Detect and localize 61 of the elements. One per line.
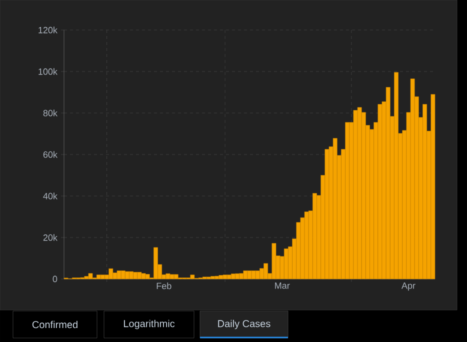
bar xyxy=(312,193,317,280)
text: Confirmed xyxy=(32,320,78,328)
bar xyxy=(345,122,350,280)
bar xyxy=(214,276,220,280)
bar xyxy=(422,104,427,280)
bar xyxy=(166,273,170,280)
x-tick-label: Apr xyxy=(402,282,416,291)
bar xyxy=(190,274,195,280)
bar xyxy=(272,243,276,280)
y-tick-label: 60k xyxy=(43,151,58,158)
bar xyxy=(332,138,338,280)
bar xyxy=(410,78,415,280)
text: Logarithmic xyxy=(124,320,175,330)
bar xyxy=(243,270,248,280)
bar xyxy=(235,273,240,280)
bar xyxy=(125,271,130,280)
bar xyxy=(251,270,256,280)
y-tick-label: 120k xyxy=(38,26,58,34)
bar xyxy=(324,149,330,280)
bar xyxy=(394,72,398,280)
bar xyxy=(378,104,382,280)
bar xyxy=(218,275,224,280)
bar xyxy=(174,274,178,280)
bar xyxy=(96,274,101,280)
bar xyxy=(210,276,215,280)
bar xyxy=(145,274,150,280)
bar xyxy=(247,270,252,280)
bar xyxy=(202,276,207,280)
bar xyxy=(239,273,244,280)
bar xyxy=(226,274,232,280)
bar xyxy=(84,276,89,280)
bar xyxy=(304,212,309,280)
bar xyxy=(100,274,105,280)
bar xyxy=(120,270,126,280)
text: Daily Cases xyxy=(218,320,270,330)
bar xyxy=(386,87,390,280)
y-tick-label: 20k xyxy=(43,234,58,241)
y-tick-label: 80k xyxy=(43,110,58,116)
bar xyxy=(112,272,118,280)
x-tick-label: Feb xyxy=(156,282,172,290)
bar xyxy=(264,263,268,280)
y-tick-label: 0 xyxy=(52,276,58,282)
bar xyxy=(88,273,93,280)
bar xyxy=(129,271,134,280)
bar xyxy=(206,276,211,280)
y-tick-label: 100k xyxy=(38,68,58,75)
bar xyxy=(353,110,358,280)
bar xyxy=(430,94,436,280)
x-tick-label: Mar xyxy=(275,282,290,289)
bar xyxy=(108,268,114,280)
bar xyxy=(222,274,228,280)
bar xyxy=(137,272,142,280)
bar xyxy=(255,270,260,280)
bar xyxy=(116,270,122,280)
bar xyxy=(141,273,146,280)
bar xyxy=(357,107,362,280)
bar xyxy=(170,274,174,280)
y-tick-label: 40k xyxy=(43,192,58,200)
bar xyxy=(133,272,138,280)
bar xyxy=(154,247,158,280)
bar xyxy=(284,248,288,280)
